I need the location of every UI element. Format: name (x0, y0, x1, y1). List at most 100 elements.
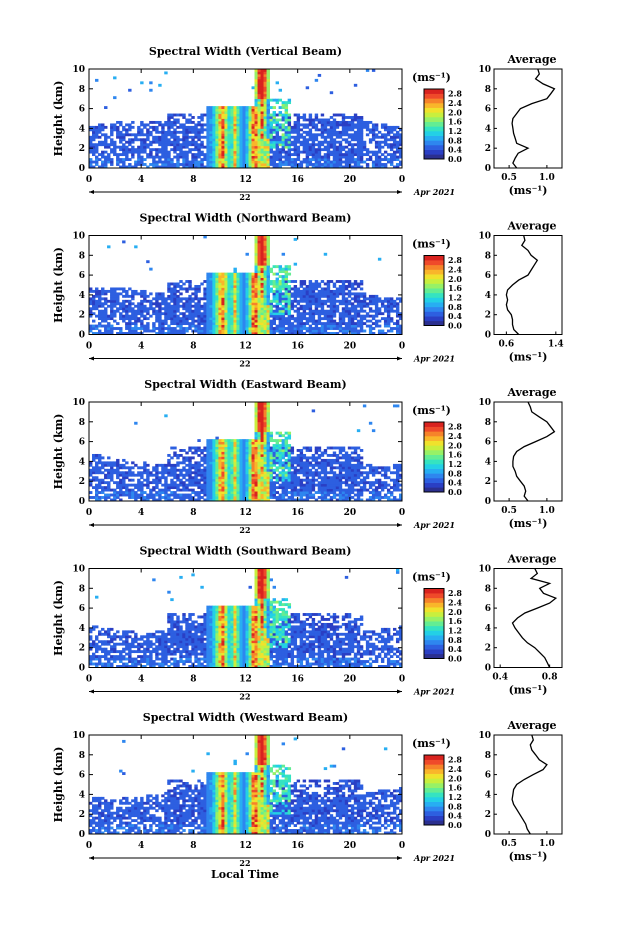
heatmap-cell (239, 108, 243, 112)
heatmap-cell (104, 292, 108, 296)
heatmap-cell (266, 135, 270, 139)
heatmap-cell (251, 86, 255, 90)
heatmap-cell (110, 488, 114, 492)
heatmap-cell (362, 120, 367, 124)
heatmap-cell (209, 282, 213, 286)
heatmap-cell (254, 419, 258, 423)
heatmap-cell (134, 322, 138, 326)
heatmap-cell (215, 158, 219, 161)
heatmap-cell (347, 133, 352, 137)
heatmap-cell (281, 125, 286, 129)
heatmap-cell (209, 120, 213, 124)
heatmap-cell (260, 329, 264, 333)
heatmap-cell (272, 153, 276, 157)
heatmap-cell (254, 103, 258, 107)
heatmap-cell (188, 309, 192, 313)
heatmap-cell (236, 143, 240, 147)
heatmap-cell (281, 275, 286, 278)
heatmap-cell (308, 138, 313, 142)
heatmap-cell (173, 471, 177, 475)
heatmap-cell (176, 143, 180, 147)
heatmap-cell (326, 322, 331, 326)
heatmap-cell (230, 282, 234, 286)
heatmap-cell (125, 491, 129, 494)
heatmap-cell (224, 294, 228, 298)
heatmap-cell (239, 287, 243, 291)
avg-x-tick-label: 1.0 (539, 173, 555, 183)
heatmap-cell (224, 466, 228, 470)
heatmap-cell (290, 329, 295, 333)
heatmap-cell (314, 160, 319, 164)
heatmap-cell (314, 158, 319, 161)
heatmap-cell (203, 329, 207, 333)
heatmap-cell (251, 483, 255, 487)
heatmap-cell (140, 158, 144, 161)
heatmap-cell (269, 130, 273, 134)
heatmap-cell (137, 145, 141, 149)
heatmap-cell (179, 285, 183, 288)
heatmap-cell (218, 486, 222, 490)
heatmap-cell (248, 155, 252, 159)
heatmap-cell (266, 483, 270, 487)
heatmap-cell (128, 491, 132, 494)
heatmap-cell (236, 297, 240, 301)
heatmap-cell (374, 322, 379, 326)
heatmap-cell (149, 329, 153, 333)
heatmap-cell (155, 148, 159, 152)
y-tick-label: 2 (79, 144, 85, 154)
heatmap-cell (254, 446, 258, 450)
heatmap-cell (335, 309, 340, 313)
heatmap-cell (362, 294, 367, 298)
heatmap-cell (272, 140, 276, 144)
heatmap-cell (224, 135, 228, 139)
heatmap-cell (149, 143, 153, 147)
heatmap-cell (251, 120, 255, 124)
heatmap-cell (140, 309, 144, 313)
heatmap-cell (188, 463, 192, 467)
heatmap-cell (245, 280, 249, 283)
heatmap-cell (356, 329, 361, 333)
heatmap-cell (173, 309, 177, 313)
heatmap-cell (248, 135, 252, 139)
heatmap-cell (236, 483, 240, 487)
heatmap-cell (398, 160, 403, 164)
heatmap-cell (155, 292, 159, 296)
heatmap-cell (263, 414, 267, 418)
heatmap-cell (119, 133, 123, 137)
heatmap-cell (230, 135, 234, 139)
heatmap-cell (218, 282, 222, 286)
heatmap-cell (239, 483, 243, 487)
heatmap-cell (179, 449, 183, 452)
heatmap-cell (152, 468, 156, 472)
heatmap-cell (104, 289, 108, 293)
heatmap-cell (398, 312, 403, 316)
heatmap-cell (245, 275, 249, 278)
heatmap-cell (341, 280, 346, 283)
heatmap-cell (233, 458, 237, 462)
heatmap-cell (128, 473, 132, 477)
heatmap-cell (386, 319, 391, 323)
heatmap-cell (389, 143, 394, 147)
heatmap-cell (191, 478, 195, 482)
heatmap-cell (224, 473, 228, 477)
heatmap-cell (245, 111, 249, 114)
heatmap-cell (260, 451, 264, 455)
heatmap-cell (179, 299, 183, 303)
heatmap-cell (386, 307, 391, 311)
heatmap-cell (248, 446, 252, 450)
heatmap-cell (122, 128, 126, 132)
heatmap-cell (191, 158, 195, 161)
heatmap-cell (275, 138, 280, 142)
heatmap-cell (185, 153, 189, 157)
heatmap-cell (260, 406, 264, 410)
heatmap-cell (230, 153, 234, 157)
heatmap-cell (254, 98, 258, 102)
heatmap-cell (248, 451, 252, 455)
heatmap-cell (143, 324, 147, 328)
heatmap-cell (188, 130, 192, 134)
heatmap-cell (356, 130, 361, 134)
heatmap-cell (194, 446, 198, 450)
avg-y-tick-label: 8 (485, 251, 491, 261)
heatmap-cell (266, 468, 270, 472)
heatmap-cell (254, 247, 258, 251)
